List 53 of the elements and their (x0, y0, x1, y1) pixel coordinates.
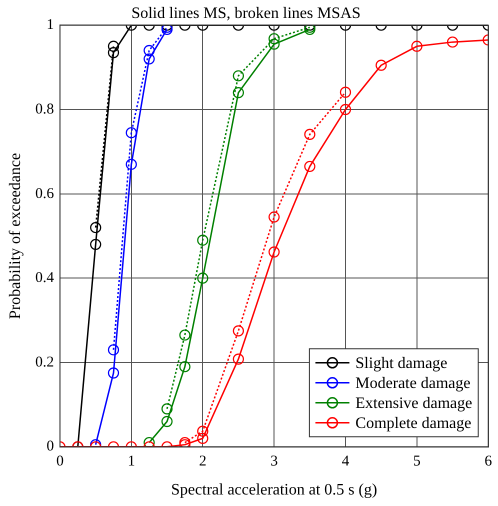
point (108, 344, 120, 356)
point (268, 38, 280, 50)
y-tick-label: 0 (46, 438, 54, 455)
y-axis-title: Probability of exceedance (6, 152, 24, 320)
x-tick-label: 4 (342, 454, 350, 470)
point (179, 361, 190, 372)
point (126, 158, 137, 170)
y-tick-label: 0.2 (35, 354, 54, 370)
point (340, 104, 352, 116)
point (90, 238, 102, 250)
point (232, 325, 244, 336)
point (232, 70, 244, 82)
legend-label: Extensive damage (355, 395, 472, 412)
point (144, 44, 155, 56)
legend-label: Slight damage (355, 355, 448, 372)
chart-title: Solid lines MS, broken lines MSAS (131, 4, 361, 22)
x-tick-label: 1 (128, 454, 136, 470)
y-tick-label: 1 (46, 17, 54, 34)
point (268, 211, 280, 223)
point (411, 40, 422, 52)
point (144, 53, 155, 65)
point (126, 127, 137, 138)
x-tick-label: 3 (270, 454, 278, 470)
point (304, 160, 316, 172)
legend-label: Complete damage (355, 415, 472, 432)
point (144, 436, 155, 447)
x-axis-title: Spectral acceleration at 0.5 s (g) (171, 482, 378, 499)
point (108, 47, 120, 58)
point (304, 128, 316, 140)
legend-label: Moderate damage (355, 375, 470, 392)
point (268, 33, 280, 44)
x-tick-label: 2 (198, 454, 206, 470)
point (161, 403, 173, 414)
point (232, 354, 244, 365)
point (340, 86, 352, 98)
y-tick-label: 0.6 (35, 186, 54, 202)
point (197, 272, 208, 284)
point (232, 87, 244, 98)
point (197, 426, 208, 437)
point (446, 36, 458, 48)
point (268, 246, 280, 258)
point (108, 40, 120, 52)
point (179, 329, 190, 341)
point (376, 60, 387, 71)
y-tick-label: 0.8 (35, 101, 54, 118)
point (197, 234, 208, 246)
x-tick-label: 6 (484, 454, 492, 470)
point (161, 416, 173, 428)
y-tick-label: 0.4 (35, 270, 54, 286)
point (90, 222, 102, 234)
point (108, 367, 120, 379)
point (197, 432, 208, 444)
x-tick-label: 5 (413, 454, 421, 470)
